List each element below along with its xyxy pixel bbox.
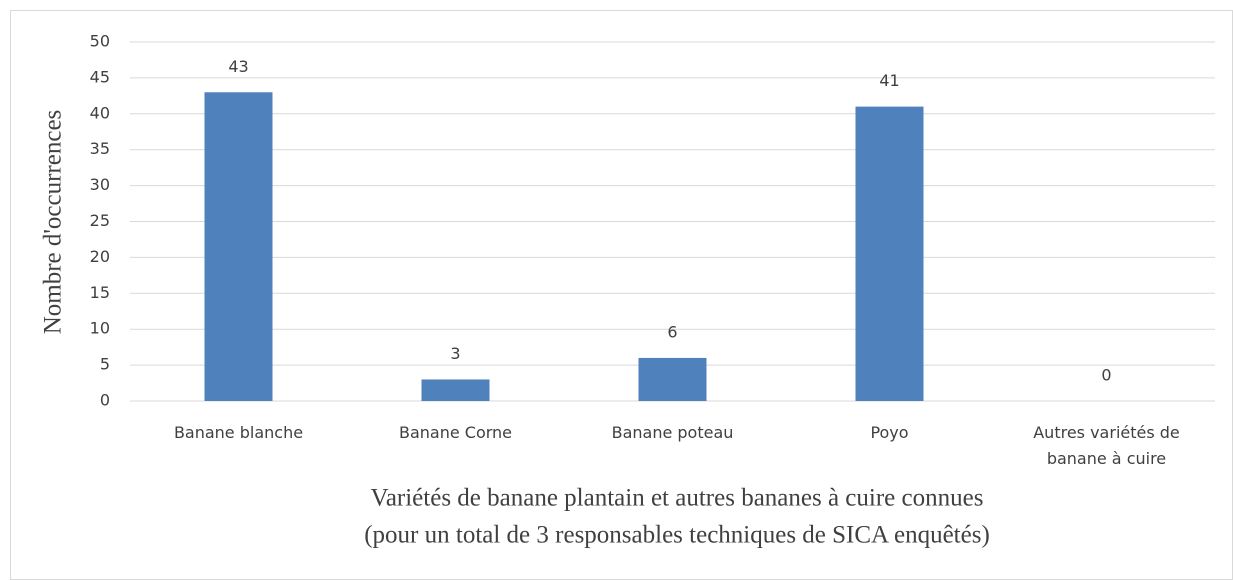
value-label: 6	[667, 322, 677, 341]
y-tick-label: 50	[90, 32, 110, 51]
value-label: 43	[228, 57, 248, 76]
bar	[638, 357, 707, 401]
y-tick-label: 0	[100, 391, 110, 410]
x-tick-label-box: Autres variétés de banane à cuire	[1033, 423, 1180, 468]
x-axis-label: (pour un total de 3 responsables techniq…	[364, 522, 990, 549]
x-tick-label: Banane poteau	[611, 423, 734, 442]
value-label: 3	[450, 344, 460, 363]
x-tick-label-box: Banane poteau	[611, 423, 734, 442]
x-tick-label: Autres variétés de banane à cuire	[1033, 423, 1180, 468]
y-tick-label: 45	[90, 67, 110, 86]
y-tick-label: 30	[90, 175, 110, 194]
y-tick-label: 15	[90, 283, 110, 302]
x-tick-label-box: Banane Corne	[398, 423, 513, 442]
x-tick-label: Poyo	[870, 423, 909, 442]
y-tick-label: 25	[90, 211, 110, 230]
bar	[204, 92, 273, 401]
x-axis-label: Variétés de banane plantain et autres ba…	[371, 485, 984, 512]
y-tick-label: 20	[90, 247, 110, 266]
x-tick-label-box: Banane blanche	[173, 423, 304, 442]
value-label: 41	[879, 71, 899, 90]
y-tick-label: 35	[90, 139, 110, 158]
y-axis-label: Nombre d'occurrences	[40, 110, 67, 335]
bar	[421, 379, 490, 401]
x-tick-label: Banane blanche	[173, 423, 304, 442]
y-tick-label: 5	[100, 355, 110, 374]
x-tick-label-box: Poyo	[870, 423, 909, 442]
y-tick-label: 10	[90, 319, 110, 338]
value-label: 0	[1101, 366, 1111, 385]
y-tick-label: 40	[90, 103, 110, 122]
x-tick-label: Banane Corne	[398, 423, 513, 442]
bar	[855, 106, 924, 402]
